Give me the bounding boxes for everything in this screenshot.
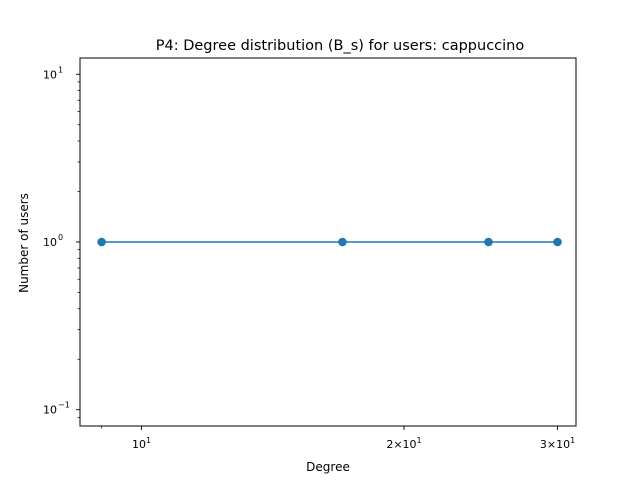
x-tick-label: 101 — [132, 436, 151, 451]
y-axis-label: Number of users — [17, 193, 31, 293]
y-tick-label: 10 — [43, 68, 57, 81]
data-point — [553, 237, 562, 247]
data-point — [338, 237, 347, 247]
chart-title: P4: Degree distribution (B_s) for users:… — [156, 38, 525, 54]
x-axis-ticks: 101 2×101 3×101 — [101, 426, 575, 451]
x-tick-label: 2×101 — [386, 436, 421, 451]
y-tick-label: 10 — [43, 236, 57, 249]
x-axis-label: Degree — [306, 460, 350, 474]
data-point — [97, 237, 106, 247]
y-tick-exponent: −1 — [58, 401, 70, 410]
y-tick-label: 10 — [43, 404, 57, 417]
y-tick-exponent: 1 — [58, 65, 63, 74]
series-layer — [97, 237, 562, 247]
data-point — [484, 237, 493, 247]
x-tick-label: 3×101 — [540, 436, 575, 451]
y-tick-exponent: 0 — [58, 233, 63, 242]
